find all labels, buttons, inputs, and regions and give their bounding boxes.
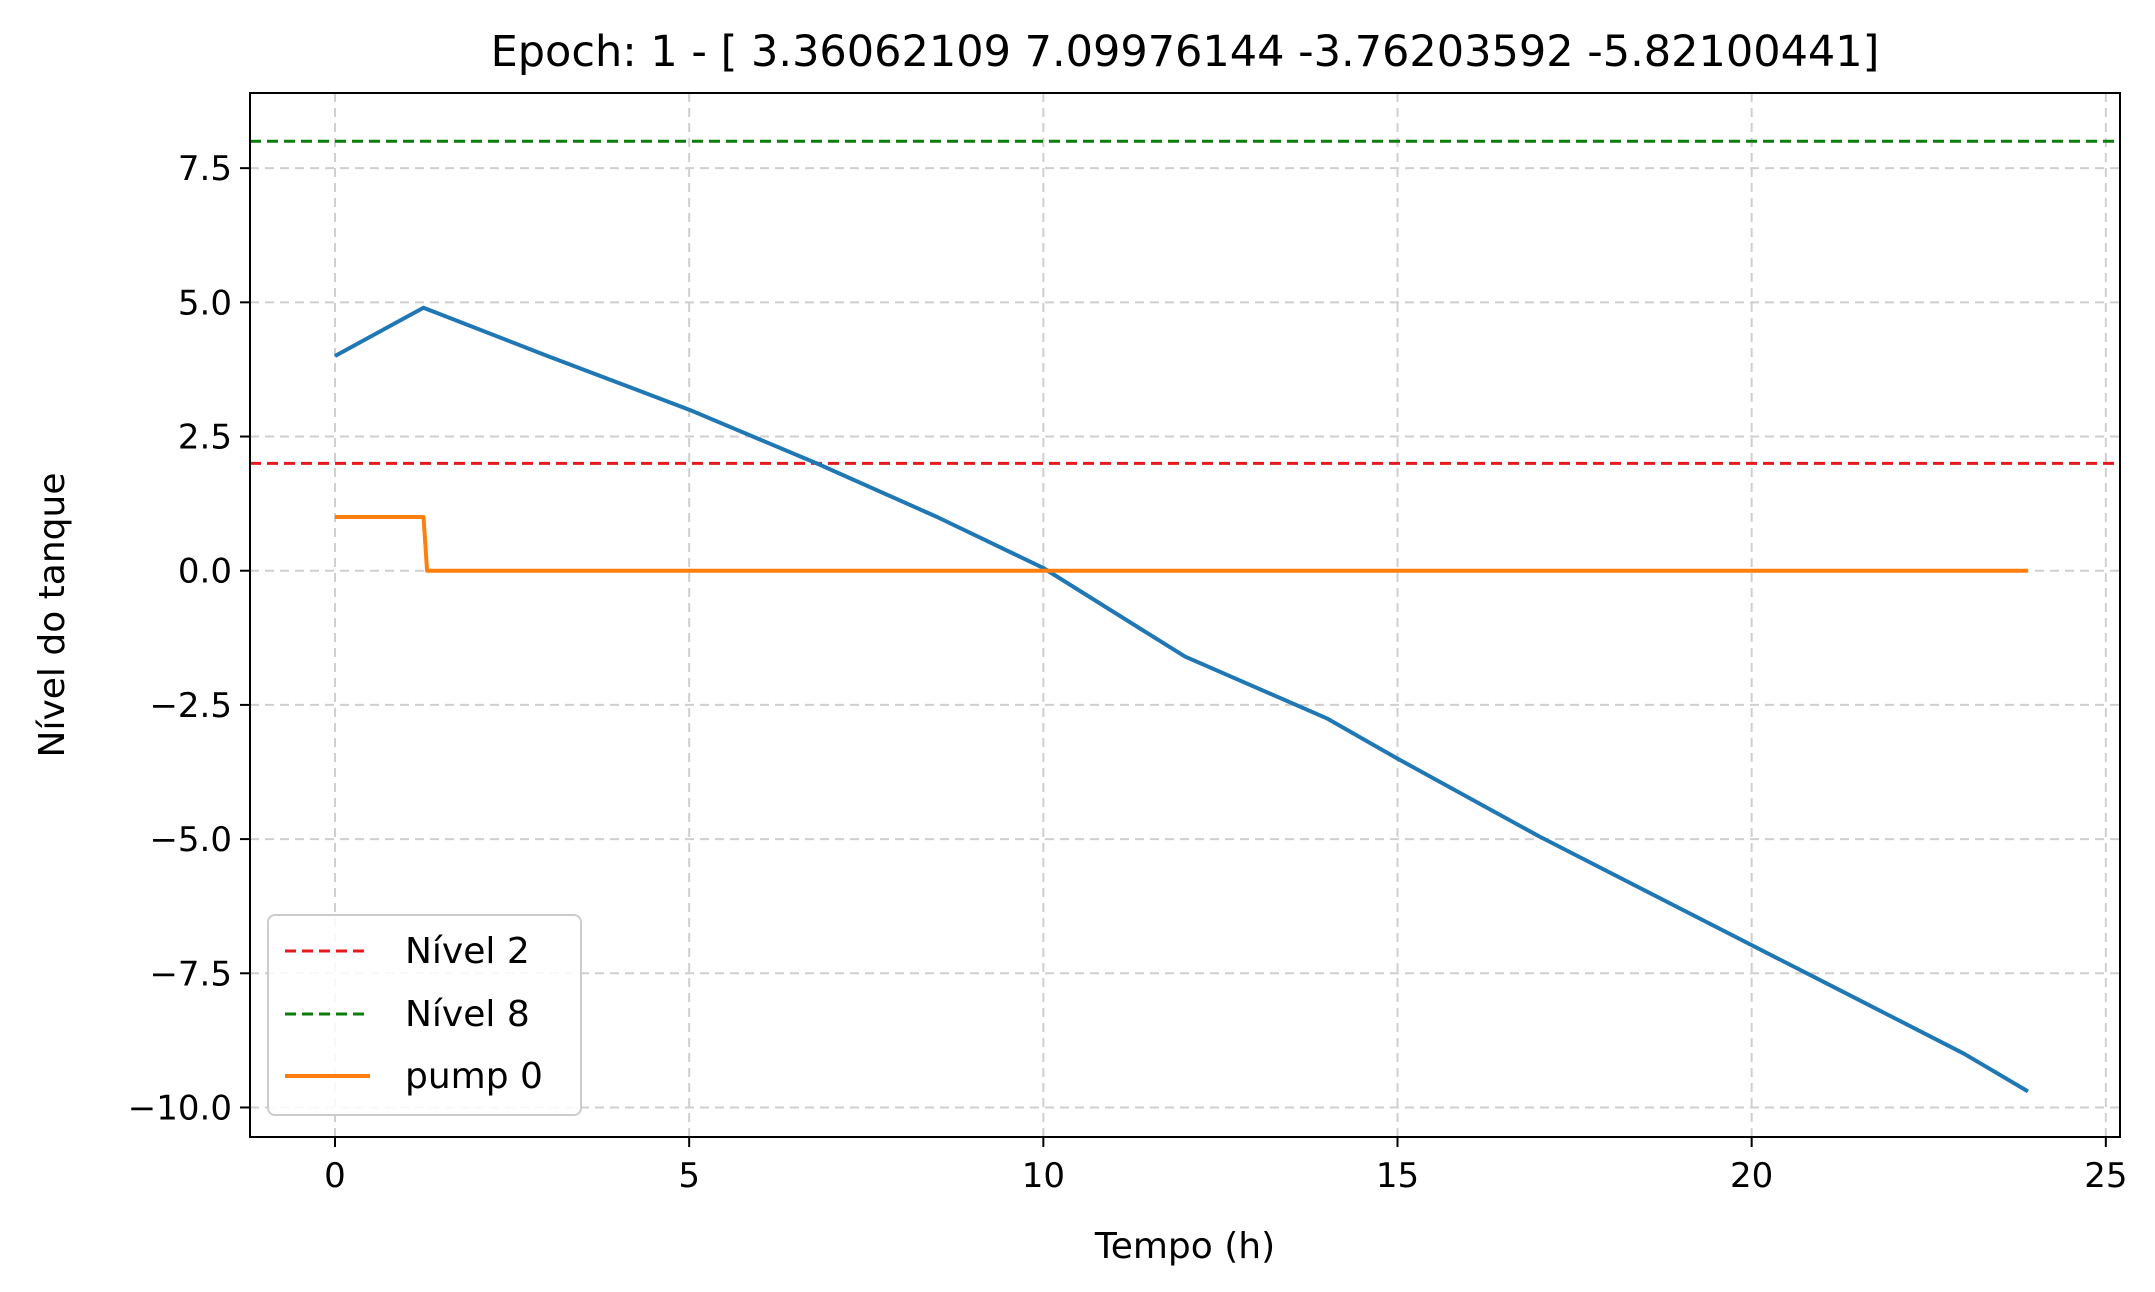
legend-label-nivel-2: Nível 2 xyxy=(405,931,530,972)
y-tick-label: −10.0 xyxy=(128,1088,232,1128)
x-tick-label: 20 xyxy=(1730,1156,1773,1196)
legend-label-pump-0: pump 0 xyxy=(405,1056,543,1097)
axis-ticks: 0 5 10 15 20 25 7.5 5.0 2.5 0.0 −2.5 −5.0 −7.5 −10.0 xyxy=(128,149,2128,1196)
chart-title: Epoch: 1 - [ 3.36062109 7.09976144 -3.76… xyxy=(491,27,1880,77)
x-tick-label: 15 xyxy=(1376,1156,1419,1196)
y-axis-label: Nível do tanque xyxy=(32,473,73,758)
reference-lines xyxy=(250,139,2120,465)
y-tick-label: 7.5 xyxy=(178,149,232,189)
series-lines xyxy=(334,305,2029,1094)
y-tick-label: −5.0 xyxy=(149,820,232,860)
x-tick-label: 25 xyxy=(2084,1156,2127,1196)
plot-area-frame xyxy=(249,92,2121,1138)
y-tick-label: −2.5 xyxy=(149,686,232,726)
legend: Nível 2 Nível 8 pump 0 xyxy=(267,914,582,1116)
x-tick-label: 5 xyxy=(678,1156,700,1196)
series-line-tank-level xyxy=(334,305,2029,1094)
legend-label-nivel-8: Nível 8 xyxy=(405,994,530,1035)
y-tick-label: 2.5 xyxy=(178,418,232,458)
grid xyxy=(250,93,2120,1137)
legend-box xyxy=(267,914,582,1116)
x-tick-label: 10 xyxy=(1022,1156,1065,1196)
series-line-pump-0 xyxy=(335,515,2028,573)
y-tick-label: −7.5 xyxy=(149,954,232,994)
y-tick-label: 5.0 xyxy=(178,283,232,323)
x-tick-label: 0 xyxy=(324,1156,346,1196)
y-tick-label: 0.0 xyxy=(178,552,232,592)
x-axis-label: Tempo (h) xyxy=(1094,1226,1275,1267)
